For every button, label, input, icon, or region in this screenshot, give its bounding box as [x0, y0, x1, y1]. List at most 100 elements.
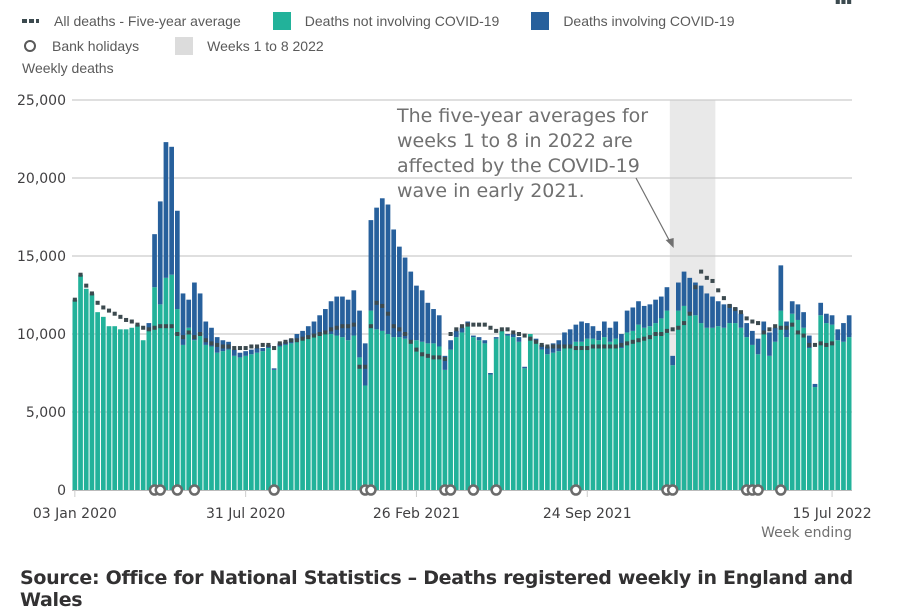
bar-noncovid[interactable] [260, 351, 266, 490]
bar-noncovid[interactable] [761, 334, 767, 490]
average-marker[interactable] [135, 322, 140, 327]
average-marker[interactable] [727, 303, 732, 308]
bar-covid[interactable] [505, 334, 510, 336]
bar-noncovid[interactable] [789, 313, 795, 490]
average-marker[interactable] [670, 327, 675, 332]
bar-covid[interactable] [670, 355, 676, 366]
bar-noncovid[interactable] [510, 337, 516, 490]
bar-noncovid[interactable] [180, 344, 186, 490]
average-marker[interactable] [323, 330, 328, 335]
average-marker[interactable] [425, 353, 430, 358]
average-marker[interactable] [198, 332, 203, 336]
average-marker[interactable] [579, 346, 584, 351]
bar-noncovid[interactable] [220, 351, 226, 490]
bar-covid[interactable] [248, 349, 254, 355]
average-marker[interactable] [795, 330, 800, 335]
bar-noncovid[interactable] [767, 355, 772, 490]
bar-noncovid[interactable] [129, 327, 135, 490]
average-marker[interactable] [653, 332, 658, 336]
bar-covid[interactable] [203, 321, 209, 345]
bar-covid[interactable] [260, 348, 266, 352]
legend-item-noncovid[interactable]: Deaths not involving COVID-19 [272, 11, 499, 30]
bar-covid[interactable] [482, 340, 488, 344]
average-marker[interactable] [380, 303, 385, 308]
average-marker[interactable] [511, 330, 516, 335]
bar-noncovid[interactable] [157, 304, 163, 490]
average-marker[interactable] [767, 327, 772, 332]
bar-noncovid[interactable] [715, 326, 721, 490]
bar-noncovid[interactable] [499, 330, 505, 490]
average-marker[interactable] [351, 322, 356, 327]
average-marker[interactable] [704, 275, 709, 280]
average-marker[interactable] [528, 336, 533, 341]
average-marker[interactable] [289, 338, 294, 343]
average-marker[interactable] [89, 291, 94, 296]
bank-holiday-marker[interactable] [444, 484, 457, 496]
bar-noncovid[interactable] [271, 369, 277, 490]
bar-noncovid[interactable] [755, 354, 761, 490]
bar-covid[interactable] [601, 321, 607, 338]
bar-noncovid[interactable] [209, 346, 214, 490]
average-marker[interactable] [841, 0, 846, 4]
bar-noncovid[interactable] [624, 332, 630, 490]
average-marker[interactable] [636, 338, 641, 343]
average-marker[interactable] [733, 307, 738, 312]
bar-covid[interactable] [664, 287, 670, 311]
average-marker[interactable] [215, 342, 220, 347]
average-marker[interactable] [72, 297, 77, 302]
average-marker[interactable] [397, 327, 402, 332]
average-marker[interactable] [710, 278, 715, 283]
bar-covid[interactable] [157, 201, 163, 305]
bar-noncovid[interactable] [214, 352, 220, 490]
bank-holiday-marker[interactable] [467, 484, 480, 496]
bar-noncovid[interactable] [670, 365, 676, 490]
bar-covid[interactable] [641, 305, 647, 328]
legend-item-weeks[interactable]: Weeks 1 to 8 2022 [175, 36, 324, 55]
average-marker[interactable] [254, 344, 260, 349]
bar-covid[interactable] [681, 271, 687, 306]
bar-covid[interactable] [345, 299, 351, 341]
bar-noncovid[interactable] [841, 341, 846, 490]
bar-noncovid[interactable] [710, 327, 715, 490]
bar-noncovid[interactable] [539, 349, 545, 490]
bar-covid[interactable] [750, 330, 755, 345]
average-marker[interactable] [693, 285, 698, 290]
bar-noncovid[interactable] [584, 338, 590, 490]
average-marker[interactable] [146, 327, 151, 332]
bar-covid[interactable] [818, 302, 824, 316]
bar-noncovid[interactable] [562, 346, 567, 490]
bar-covid[interactable] [209, 327, 214, 347]
bar-noncovid[interactable] [596, 340, 601, 490]
bar-noncovid[interactable] [676, 310, 681, 490]
bar-covid[interactable] [704, 293, 710, 328]
bar-covid[interactable] [152, 234, 157, 288]
average-marker[interactable] [306, 335, 311, 340]
bar-covid[interactable] [425, 302, 431, 344]
average-marker[interactable] [391, 324, 396, 329]
bar-covid[interactable] [835, 329, 841, 341]
bar-noncovid[interactable] [135, 324, 140, 490]
bar-noncovid[interactable] [288, 343, 294, 490]
average-marker[interactable] [95, 300, 100, 305]
bar-covid[interactable] [379, 198, 385, 331]
bar-covid[interactable] [522, 366, 527, 369]
bar-covid[interactable] [368, 220, 374, 311]
average-marker[interactable] [334, 325, 339, 330]
average-marker[interactable] [687, 311, 692, 316]
average-marker[interactable] [539, 342, 544, 347]
bar-noncovid[interactable] [721, 327, 727, 490]
bar-covid[interactable] [755, 338, 761, 355]
bar-noncovid[interactable] [465, 326, 471, 490]
bar-noncovid[interactable] [550, 352, 556, 490]
legend-item-bank-holidays[interactable]: Bank holidays [22, 38, 139, 54]
bar-noncovid[interactable] [300, 338, 305, 490]
bar-covid[interactable] [789, 301, 795, 314]
bar-noncovid[interactable] [573, 341, 579, 490]
average-marker[interactable] [437, 355, 442, 360]
bar-noncovid[interactable] [317, 334, 323, 490]
average-marker[interactable] [807, 342, 812, 347]
average-marker[interactable] [163, 324, 168, 329]
bar-noncovid[interactable] [619, 348, 624, 490]
bar-covid[interactable] [334, 296, 340, 336]
bar-noncovid[interactable] [641, 327, 647, 490]
